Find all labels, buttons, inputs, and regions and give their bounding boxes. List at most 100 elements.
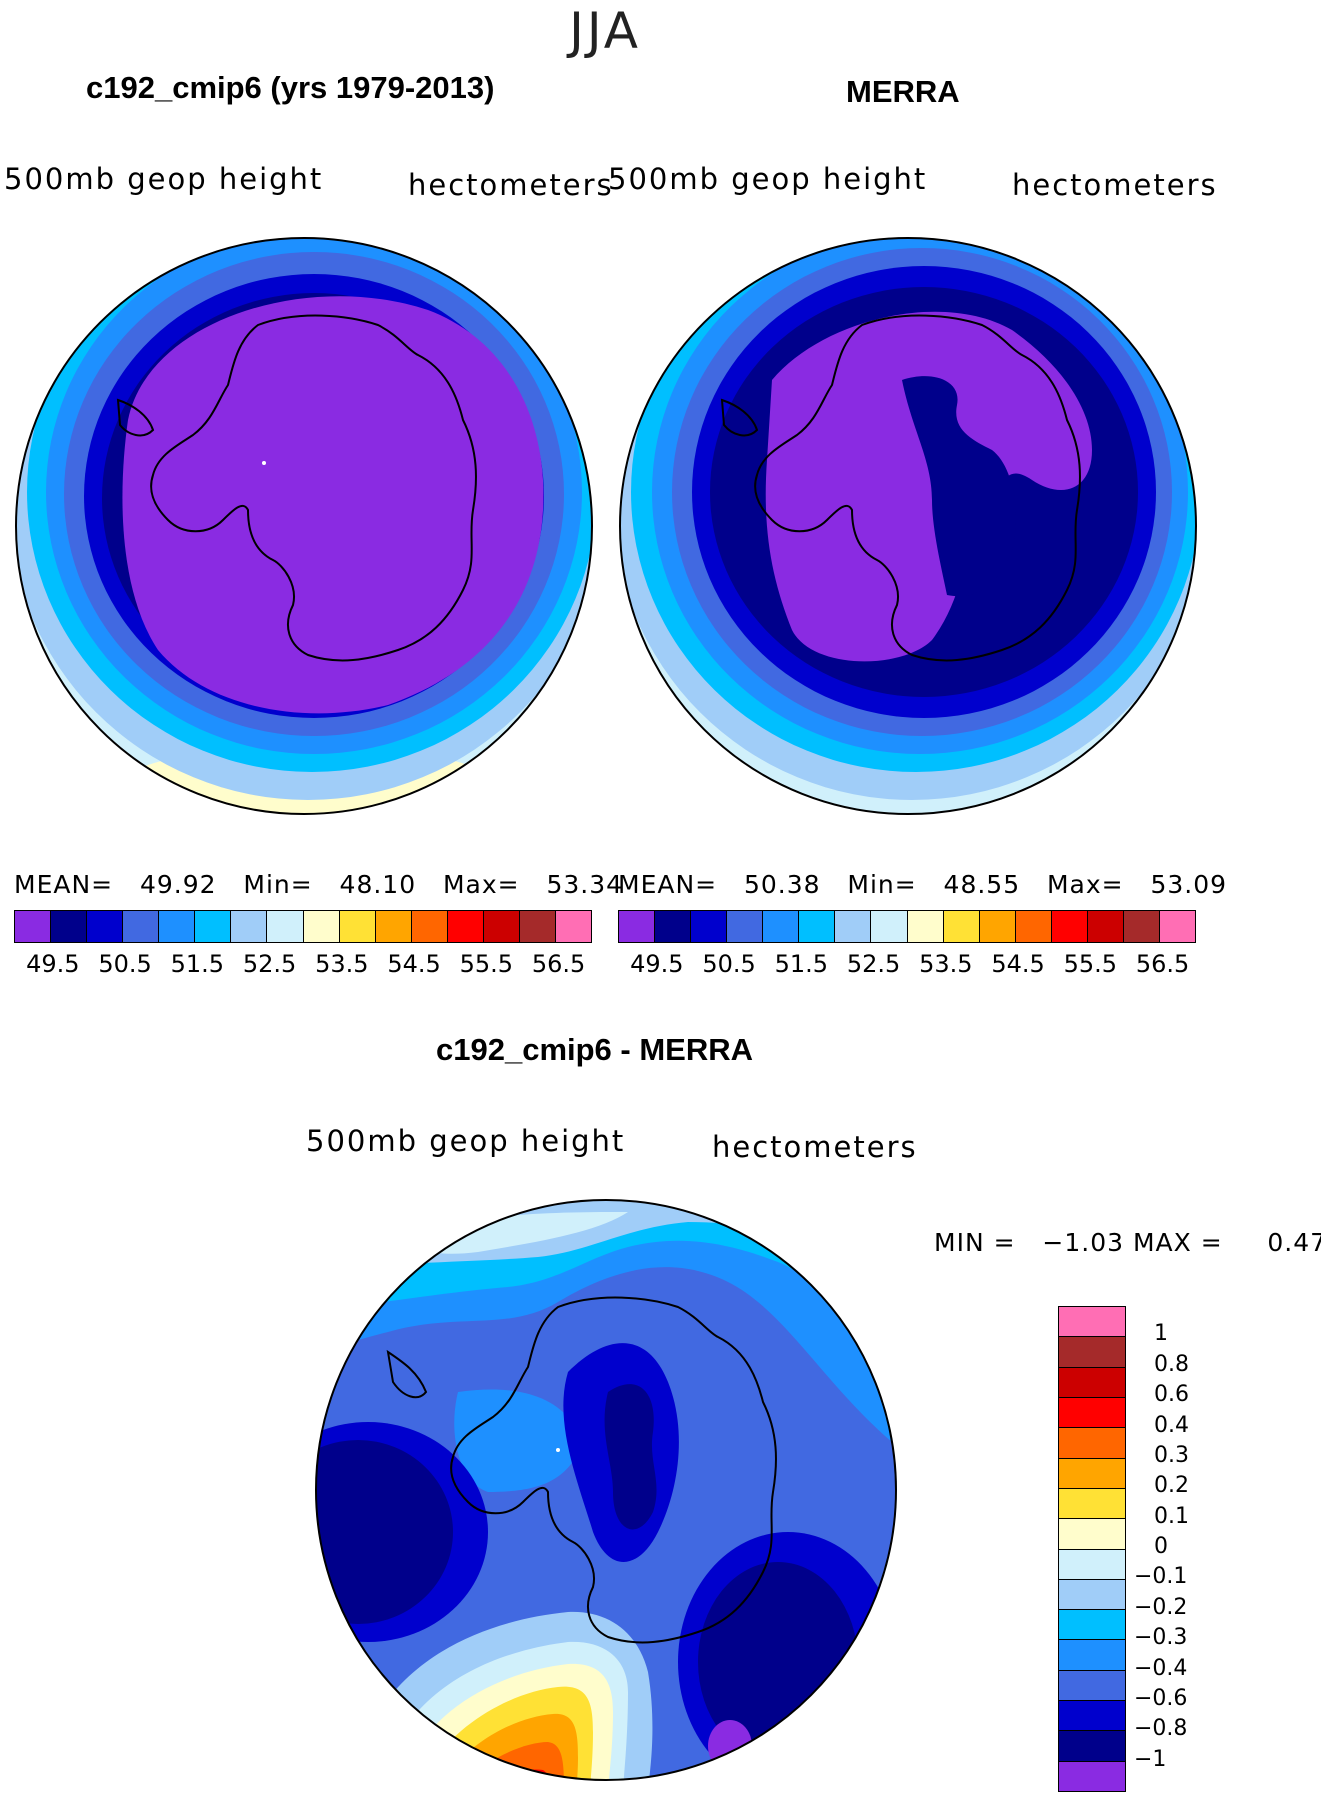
obs-colorbar-swatch xyxy=(871,911,908,942)
obs-colorbar-swatch xyxy=(1123,911,1160,942)
model-units-label: hectometers xyxy=(408,168,614,202)
model-band-below-49-5 xyxy=(122,296,544,714)
diff-colorbar-label: −1 xyxy=(1134,1746,1167,1772)
model-mean-value: 49.92 xyxy=(139,870,217,899)
obs-mean-label: MEAN= xyxy=(618,870,718,899)
obs-units-label: hectometers xyxy=(1012,168,1218,202)
obs-antarctica-coastline xyxy=(754,314,1081,662)
model-colorbar-tick: 56.5 xyxy=(531,950,586,978)
diff-max-value: 0.47 xyxy=(1267,1228,1321,1257)
obs-colorbar-swatch xyxy=(619,911,656,942)
diff-colorbar-swatch xyxy=(1059,1549,1125,1580)
diff-min-value: −1.03 xyxy=(1042,1228,1125,1257)
diff-colorbar-swatch xyxy=(1059,1458,1125,1489)
diff-colorbar-label: −0.1 xyxy=(1134,1564,1188,1590)
diff-colorbar-label: 0.6 xyxy=(1154,1382,1189,1408)
obs-colorbar-swatch xyxy=(1015,911,1052,942)
obs-polar-map xyxy=(619,237,1197,815)
diff-band-center-minus-1 xyxy=(604,1384,657,1530)
diff-max-label: MAX = xyxy=(1132,1228,1223,1257)
obs-colorbar-swatch xyxy=(727,911,764,942)
diff-colorbar-label: −0.6 xyxy=(1134,1685,1188,1711)
obs-min-label: Min= xyxy=(847,870,917,899)
obs-colorbar-tick: 51.5 xyxy=(774,950,829,978)
obs-colorbar-swatch xyxy=(943,911,980,942)
diff-band-center-minus-0-4 xyxy=(454,1389,583,1492)
diff-antarctica-coastline xyxy=(450,1296,777,1644)
diff-colorbar-swatch xyxy=(1059,1397,1125,1429)
diff-colorbar-label: −0.3 xyxy=(1134,1625,1188,1651)
obs-south-america-tip xyxy=(720,398,759,437)
model-colorbar-swatch xyxy=(87,911,124,942)
diff-colorbar-label: 0.1 xyxy=(1154,1503,1189,1529)
diff-colorbar-swatch xyxy=(1059,1670,1125,1702)
diff-colorbar-swatch xyxy=(1059,1428,1125,1459)
obs-colorbar-tick: 50.5 xyxy=(702,950,756,978)
obs-low-center-blob xyxy=(902,376,1016,597)
model-colorbar-tick: 54.5 xyxy=(387,950,441,978)
obs-colorbar-tick: 55.5 xyxy=(1063,950,1118,978)
diff-colorbar-label: −0.8 xyxy=(1134,1716,1188,1742)
model-colorbar-tick: 49.5 xyxy=(26,950,80,978)
model-colorbar-swatch xyxy=(15,911,52,942)
diff-colorbar-swatch xyxy=(1059,1367,1125,1398)
obs-max-value: 53.09 xyxy=(1150,870,1228,899)
model-max-value: 53.34 xyxy=(546,870,624,899)
obs-stats: MEAN= 50.38 Min= 48.55 Max= 53.09 xyxy=(618,870,1227,899)
diff-band-east-below-minus-1 xyxy=(708,1720,752,1772)
diff-colorbar-label: 0.8 xyxy=(1154,1351,1189,1377)
diff-units-label: hectometers xyxy=(712,1130,918,1164)
diff-colorbar-swatch xyxy=(1059,1701,1125,1732)
obs-mean-value: 50.38 xyxy=(743,870,821,899)
model-colorbar-swatch xyxy=(411,911,448,942)
obs-colorbar-swatch xyxy=(691,911,728,942)
model-colorbar-swatch xyxy=(483,911,520,942)
diff-south-pole-marker xyxy=(556,1448,560,1452)
obs-colorbar-swatch xyxy=(907,911,944,942)
obs-panel-title: MERRA xyxy=(846,74,960,109)
diff-colorbar-swatch xyxy=(1059,1337,1125,1368)
obs-colorbar-swatch xyxy=(1087,911,1124,942)
diff-colorbar-swatch xyxy=(1059,1640,1125,1671)
model-colorbar xyxy=(14,910,592,943)
diff-colorbar-swatch xyxy=(1059,1519,1125,1550)
diff-band-west-minus-1 xyxy=(316,1440,453,1624)
diff-panel-title: c192_cmip6 - MERRA xyxy=(436,1032,754,1067)
obs-colorbar-tick: 52.5 xyxy=(846,950,901,978)
diff-polar-map xyxy=(315,1199,897,1781)
obs-colorbar-tick: 49.5 xyxy=(630,950,684,978)
model-colorbar-tick: 51.5 xyxy=(170,950,225,978)
diff-stats: MIN = −1.03 MAX = 0.47 xyxy=(934,1228,1321,1257)
model-polar-map xyxy=(15,237,593,815)
season-title: JJA xyxy=(569,2,641,60)
model-colorbar-swatch xyxy=(195,911,232,942)
diff-colorbar-label: 0.4 xyxy=(1154,1412,1189,1438)
model-stats: MEAN= 49.92 Min= 48.10 Max= 53.34 xyxy=(14,870,623,899)
diff-colorbar-swatch xyxy=(1059,1761,1125,1791)
model-colorbar-swatch xyxy=(555,911,591,942)
model-colorbar-swatch xyxy=(447,911,484,942)
model-colorbar-swatch xyxy=(267,911,304,942)
model-colorbar-swatch xyxy=(159,911,196,942)
diff-colorbar-label: 0 xyxy=(1154,1534,1168,1559)
diff-colorbar-label: 1 xyxy=(1154,1321,1168,1347)
obs-colorbar-swatch xyxy=(979,911,1016,942)
diff-colorbar-labels: 1 0.8 0.6 0.4 0.3 0.2 0.1 0 −0.1 −0.2 −0.3 −0.4 −0.6… xyxy=(1134,1306,1234,1792)
model-colorbar-tick: 53.5 xyxy=(315,950,369,978)
model-colorbar-swatch xyxy=(231,911,268,942)
obs-colorbar-swatch xyxy=(1051,911,1088,942)
obs-colorbar-swatch xyxy=(1159,911,1195,942)
diff-colorbar-swatch xyxy=(1059,1307,1125,1338)
model-colorbar-tick: 50.5 xyxy=(98,950,152,978)
obs-colorbar-tick: 53.5 xyxy=(919,950,973,978)
diff-variable-label: 500mb geop height xyxy=(306,1124,626,1158)
model-south-america-tip xyxy=(116,398,155,437)
diff-colorbar-swatch xyxy=(1059,1731,1125,1762)
obs-colorbar-swatch xyxy=(835,911,872,942)
model-colorbar-swatch xyxy=(303,911,340,942)
model-colorbar-tick: 55.5 xyxy=(459,950,514,978)
model-antarctica-coastline xyxy=(150,314,477,662)
obs-variable-label: 500mb geop height xyxy=(608,162,928,196)
obs-colorbar-tick: 56.5 xyxy=(1135,950,1190,978)
diff-map-border xyxy=(315,1199,897,1781)
